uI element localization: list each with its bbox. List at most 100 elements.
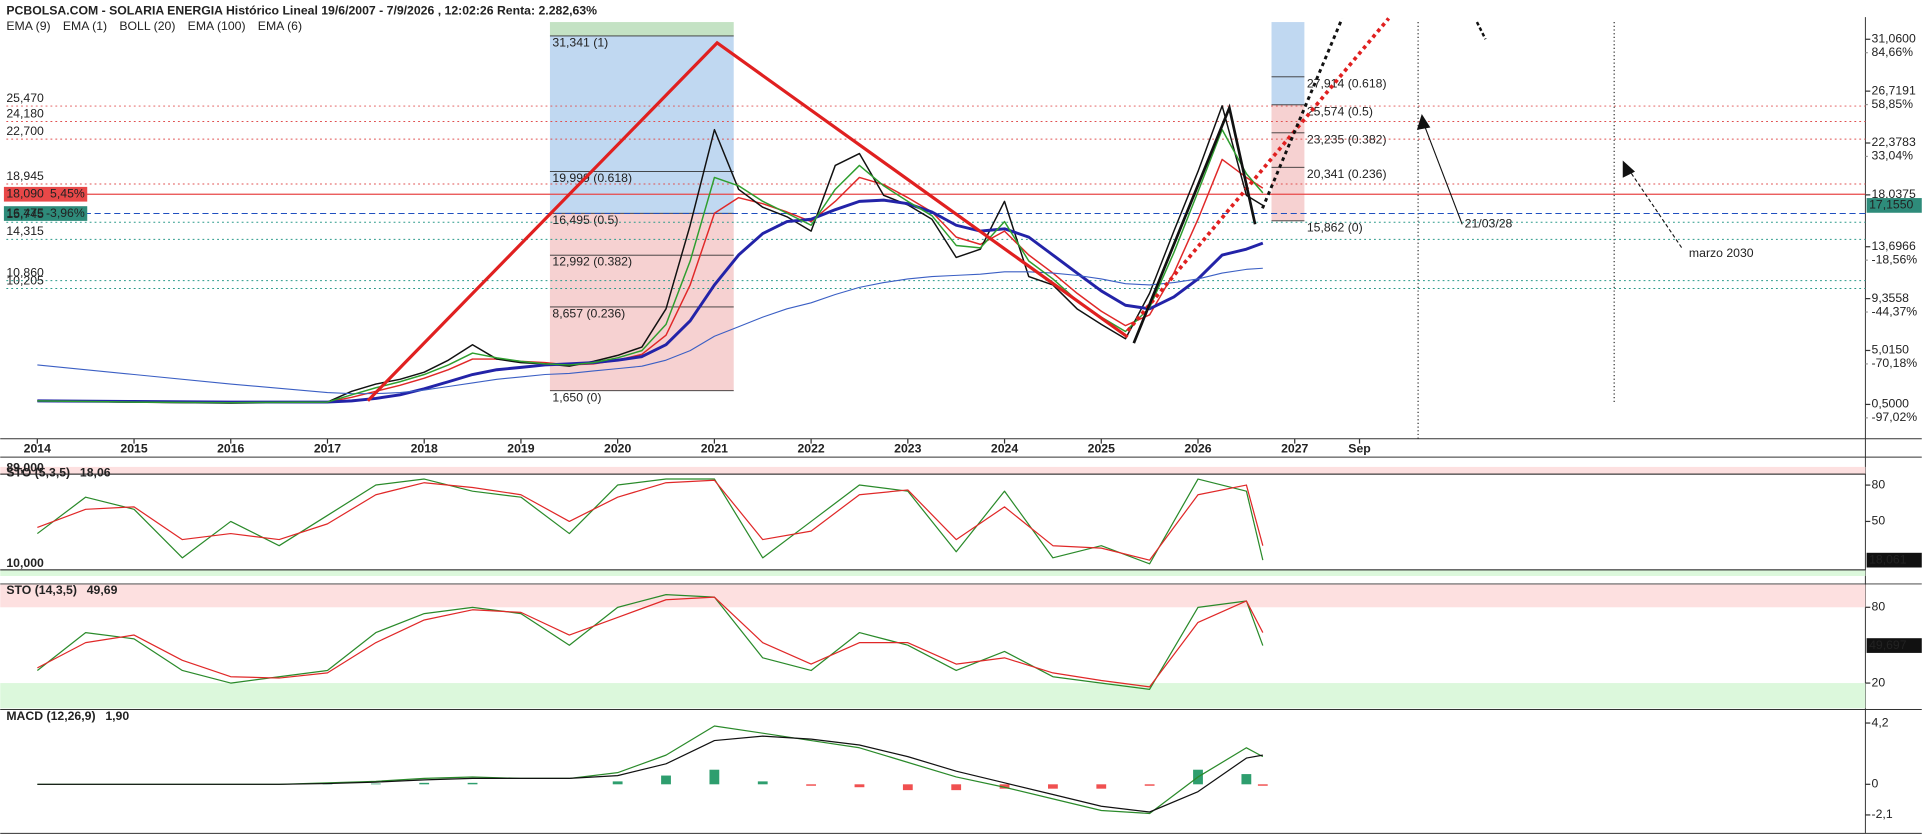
series-line <box>37 158 1264 404</box>
y-tick-label: 9,3558 <box>1872 291 1910 305</box>
x-tick-label: Sep <box>1348 441 1370 455</box>
legend-entry: EMA (6) <box>258 19 302 33</box>
panel-title: STO (14,3,5) <box>6 583 77 597</box>
histogram-bar <box>999 784 1010 789</box>
level-label: 15,745 <box>6 207 44 221</box>
fib-zone <box>1271 22 1305 77</box>
annotation: marzo 2030 <box>1689 246 1754 260</box>
panel-current-value: 49,69 <box>87 583 118 597</box>
y-tick-label: 22,3783 <box>1872 135 1916 149</box>
last-value-box <box>1866 198 1922 213</box>
chart-title: PCBOLSA.COM - SOLARIA ENERGIA Histórico … <box>6 3 597 17</box>
series-line <box>36 478 1264 565</box>
histogram-bar <box>902 784 913 791</box>
arrow <box>1629 171 1683 248</box>
fib-label: 25,574 (0.5) <box>1307 104 1373 118</box>
trend-line <box>1126 17 1391 333</box>
fib-label: 31,341 (1) <box>552 35 608 49</box>
fib-label: 8,657 (0.236) <box>552 307 625 321</box>
x-tick-label: 2018 <box>411 441 438 455</box>
y-tick-label: 31,0600 <box>1872 31 1916 45</box>
last-value-label: 18,061 <box>1869 552 1907 566</box>
x-tick-label: 2015 <box>120 441 147 455</box>
fib-zone <box>549 22 734 36</box>
trend-line <box>366 40 1129 402</box>
x-tick-label: 2021 <box>701 441 728 455</box>
level-change: -3,96% <box>46 206 85 220</box>
x-tick-label: 2026 <box>1184 441 1211 455</box>
fib-zone <box>549 306 734 391</box>
y-tick-label: 0 <box>1872 777 1879 791</box>
x-tick-label: 2025 <box>1088 441 1115 455</box>
fib-label: 23,235 (0.382) <box>1307 132 1387 146</box>
histogram-bar <box>661 775 671 785</box>
fib-zone <box>1271 76 1305 105</box>
series-line <box>37 267 1263 395</box>
y-tick-label: 20 <box>1872 675 1886 689</box>
panel-current-value: 1,90 <box>105 709 129 723</box>
legend-entry: EMA (9) <box>6 19 50 33</box>
drawings: 21/03/28 marzo 2030 <box>366 17 1754 402</box>
series-line <box>37 198 1264 404</box>
y-tick-label: 18,0375 <box>1872 187 1916 201</box>
level-label: 22,700 <box>6 124 44 138</box>
fib-label: 19,999 (0.618) <box>552 171 632 185</box>
histogram-bar <box>419 782 430 785</box>
y-tick-label: -2,1 <box>1872 807 1893 821</box>
y-tick-label: 50 <box>1872 514 1886 528</box>
level-label: 89,000 <box>6 460 44 474</box>
y-tick-label: 13,6966 <box>1872 239 1916 253</box>
level-box <box>3 186 88 202</box>
series-line <box>37 735 1263 813</box>
fib-layer: 31,341 (1) 19,999 (0.618) 16,495 (0.5) 12,9… <box>549 22 1387 404</box>
panel-current-value: 18,06 <box>80 465 111 479</box>
y2-tick-label: 33,04% <box>1872 149 1914 163</box>
level-label: 18,945 <box>6 169 44 183</box>
histogram-bar <box>757 781 768 785</box>
level-box <box>3 206 88 221</box>
last-value-box <box>1866 552 1922 568</box>
level-label: 10,860 <box>6 266 44 280</box>
histogram-bar <box>370 783 381 785</box>
level-label: 10,205 <box>6 273 44 287</box>
y-tick-label: 4,2 <box>1872 715 1889 729</box>
level-label: 14,315 <box>6 224 44 238</box>
fib-label: 16,495 (0.5) <box>552 213 618 227</box>
series-line <box>36 593 1264 690</box>
y-tick-label: 0,5000 <box>1872 397 1910 411</box>
histogram-bar <box>806 784 817 786</box>
level-label: 25,470 <box>6 91 44 105</box>
fib-label: 15,862 (0) <box>1307 220 1363 234</box>
x-tick-label: 2023 <box>894 441 921 455</box>
histogram-bar <box>1048 784 1058 789</box>
trend-line <box>1475 21 1487 40</box>
y2-tick-label: -44,37% <box>1872 304 1918 318</box>
zones-layer <box>0 466 1866 709</box>
trend-line <box>1132 103 1257 344</box>
histogram-bar <box>1144 784 1155 786</box>
y2-tick-label: 84,66% <box>1872 45 1914 59</box>
fib-label: 27,914 (0.618) <box>1307 76 1387 90</box>
arrow-head <box>1622 160 1636 178</box>
histogram-bar <box>1241 774 1252 785</box>
histogram-bar <box>1096 784 1107 789</box>
arrow <box>1423 124 1463 225</box>
level-label: 18,090 <box>6 186 44 200</box>
y-tick-label: 80 <box>1872 477 1886 491</box>
annotation: 21/03/28 <box>1465 216 1513 230</box>
x-tick-label: 2017 <box>314 441 341 455</box>
series-line <box>37 105 1264 404</box>
x-tick-label: 2016 <box>217 441 244 455</box>
y2-tick-label: -18,56% <box>1872 252 1918 266</box>
y2-tick-label: 58,85% <box>1872 97 1914 111</box>
y2-tick-label: -97,02% <box>1872 410 1918 424</box>
x-tick-label: 2020 <box>604 441 631 455</box>
x-tick-label: 2019 <box>507 441 534 455</box>
panel-title: MACD (12,26,9) <box>6 709 95 723</box>
zone <box>0 584 1866 608</box>
panel-title: STO (5,3,5) <box>6 465 70 479</box>
y-tick-label: 80 <box>1872 600 1886 614</box>
